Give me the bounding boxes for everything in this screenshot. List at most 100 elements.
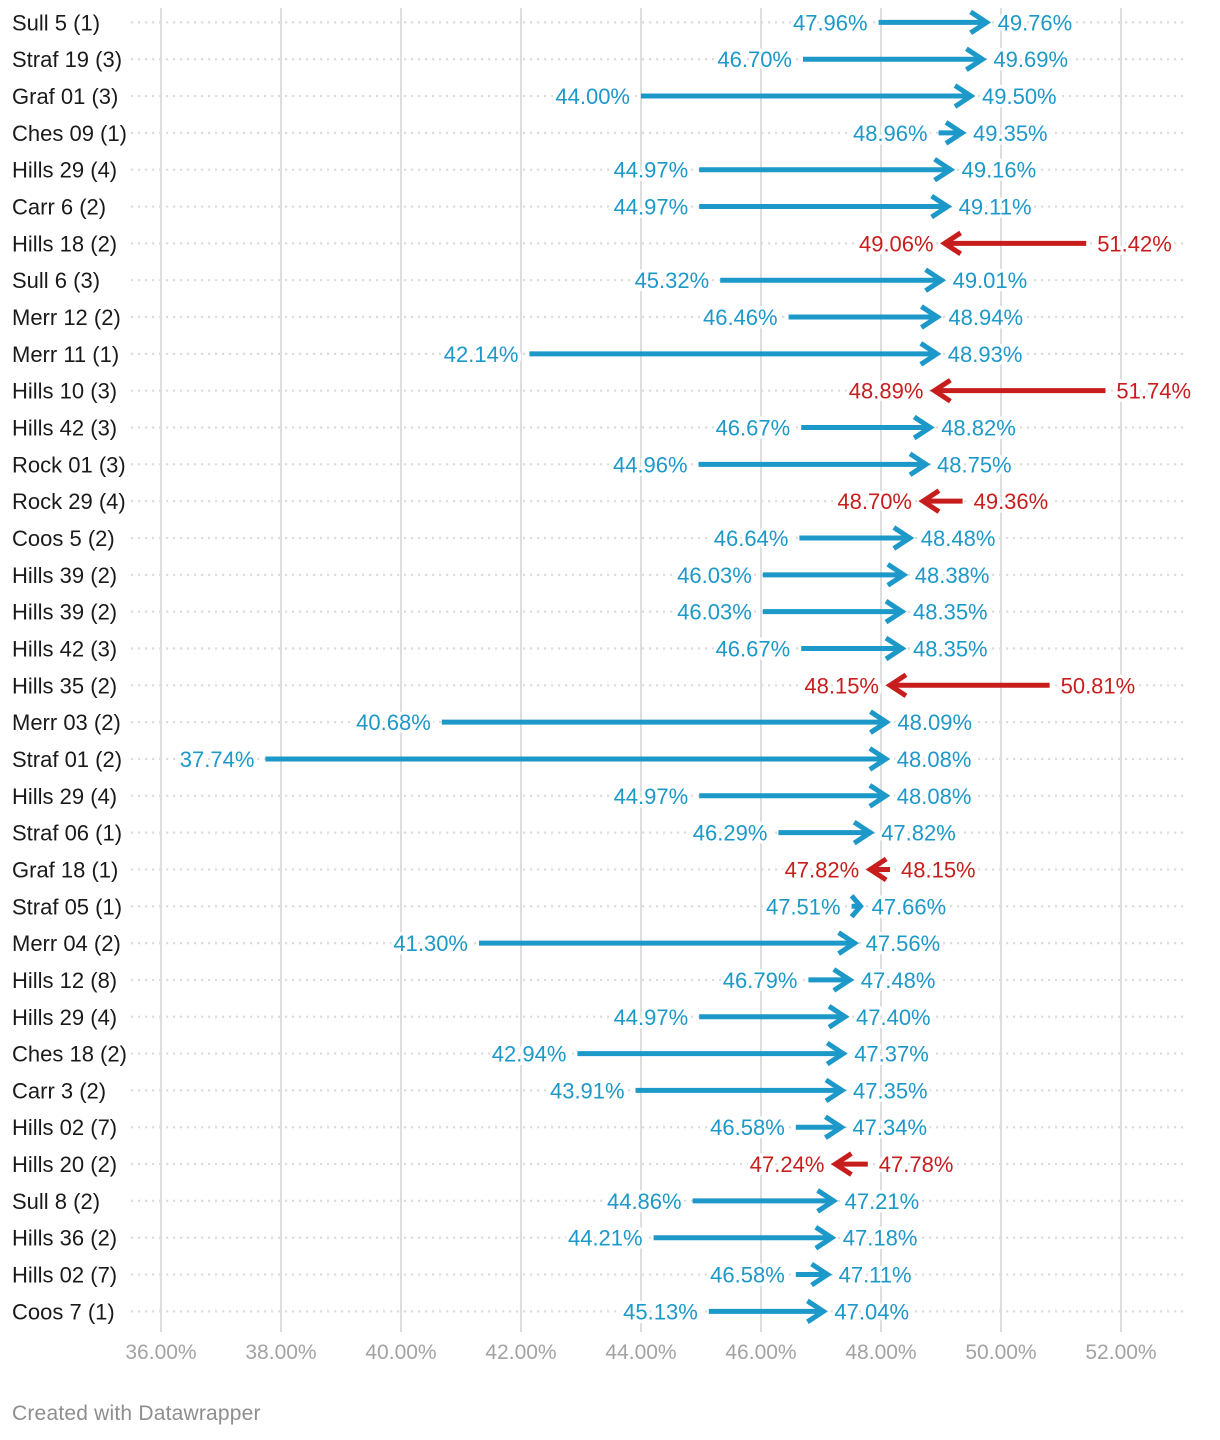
start-value-label: 46.79% xyxy=(723,968,798,993)
chart-row: Hills 29 (4) 44.97% 47.40% xyxy=(12,1001,934,1033)
chart-row: Hills 29 (4) 44.97% 48.08% xyxy=(12,780,975,812)
arrow-head xyxy=(852,820,875,846)
chart-row: Ches 09 (1) 48.96% 49.35% xyxy=(12,117,1051,149)
chart-row: Merr 04 (2) 41.30% 47.56% xyxy=(12,928,944,960)
end-value-label: 48.35% xyxy=(913,600,988,625)
end-value-label: 49.50% xyxy=(982,84,1057,109)
arrow-head xyxy=(825,1040,848,1067)
chart-row: Carr 6 (2) 44.97% 49.11% xyxy=(12,191,1035,223)
x-axis: 36.00% 38.00% 40.00% 42.00% 44.00% 46.00% 48.0… xyxy=(125,1341,1156,1364)
start-value-label: 44.97% xyxy=(614,784,689,809)
start-value-label: 46.67% xyxy=(716,416,791,441)
end-value-label: 48.89% xyxy=(849,379,924,404)
end-value-label: 49.69% xyxy=(993,47,1068,72)
row-label: Straf 01 (2) xyxy=(12,747,122,772)
row-label: Sull 5 (1) xyxy=(12,10,100,35)
start-value-label: 42.94% xyxy=(492,1042,567,1067)
arrow-head xyxy=(965,46,987,72)
end-value-label: 48.75% xyxy=(937,452,1012,477)
chart-row: Straf 05 (1) 47.51% 47.66% xyxy=(12,891,950,923)
start-value-label: 44.86% xyxy=(607,1189,682,1214)
chart-row: Hills 02 (7) 46.58% 47.11% xyxy=(12,1259,915,1291)
row-label: Hills 29 (4) xyxy=(12,1005,117,1030)
x-tick-label: 44.00% xyxy=(605,1341,676,1364)
end-value-label: 47.66% xyxy=(872,894,947,919)
start-value-label: 44.97% xyxy=(614,195,689,220)
row-label: Straf 06 (1) xyxy=(12,821,122,846)
row-label: Rock 29 (4) xyxy=(12,489,126,514)
chart-row: Hills 18 (2) 49.06% 51.42% xyxy=(12,228,1175,260)
x-tick-label: 36.00% xyxy=(125,1341,196,1364)
row-label: Hills 29 (4) xyxy=(12,784,117,809)
chart-row: Hills 20 (2) 47.24% 47.78% xyxy=(12,1149,957,1181)
arrow-head xyxy=(868,783,891,809)
row-label: Hills 29 (4) xyxy=(12,158,117,183)
row-label: Ches 09 (1) xyxy=(12,121,127,146)
row-label: Rock 01 (3) xyxy=(12,452,126,477)
chart-row: Rock 29 (4) 48.70% 49.36% xyxy=(12,486,1052,518)
start-value-label: 46.58% xyxy=(710,1263,785,1288)
start-value-label: 48.15% xyxy=(901,857,976,882)
x-tick-label: 42.00% xyxy=(485,1341,556,1364)
row-label: Carr 3 (2) xyxy=(12,1078,106,1103)
arrow-head xyxy=(918,488,941,514)
start-value-label: 46.70% xyxy=(717,47,792,72)
arrow-head xyxy=(837,930,860,956)
row-label: Merr 12 (2) xyxy=(12,305,121,330)
start-value-label: 46.03% xyxy=(677,563,752,588)
end-value-label: 47.48% xyxy=(861,968,936,993)
chart-row: Merr 12 (2) 46.46% 48.94% xyxy=(12,302,1027,334)
arrow-head xyxy=(865,856,888,883)
arrow-head xyxy=(924,267,947,293)
arrow-head xyxy=(824,1077,847,1104)
end-value-label: 49.76% xyxy=(998,10,1073,35)
end-value-label: 49.16% xyxy=(962,158,1037,183)
start-value-label: 50.81% xyxy=(1061,673,1136,698)
datawrapper-credit: Created with Datawrapper xyxy=(12,1402,261,1425)
row-label: Hills 02 (7) xyxy=(12,1115,117,1140)
row-label: Hills 10 (3) xyxy=(12,379,117,404)
chart-row: Hills 12 (8) 46.79% 47.48% xyxy=(12,964,939,996)
start-value-label: 48.96% xyxy=(853,121,928,146)
end-value-label: 48.82% xyxy=(941,416,1016,441)
end-value-label: 49.01% xyxy=(953,268,1028,293)
chart-row: Sull 6 (3) 45.32% 49.01% xyxy=(12,265,1031,297)
x-tick-label: 52.00% xyxy=(1085,1341,1156,1364)
start-value-label: 44.97% xyxy=(614,1005,689,1030)
chart-row: Hills 42 (3) 46.67% 48.35% xyxy=(12,633,991,665)
row-label: Coos 5 (2) xyxy=(12,526,115,551)
chart-row: Sull 8 (2) 44.86% 47.21% xyxy=(12,1185,923,1217)
end-value-label: 48.70% xyxy=(837,489,912,514)
row-label: Sull 8 (2) xyxy=(12,1189,100,1214)
arrow-head xyxy=(908,451,931,477)
arrow-head xyxy=(929,378,952,404)
row-label: Straf 19 (3) xyxy=(12,47,122,72)
end-value-label: 48.94% xyxy=(948,305,1023,330)
start-value-label: 46.46% xyxy=(703,305,778,330)
start-value-label: 47.51% xyxy=(766,894,841,919)
end-value-label: 48.08% xyxy=(897,784,972,809)
start-value-label: 40.68% xyxy=(356,710,431,735)
row-label: Sull 6 (3) xyxy=(12,268,100,293)
row-label: Hills 36 (2) xyxy=(12,1226,117,1251)
row-label: Hills 35 (2) xyxy=(12,673,117,698)
chart-row: Coos 7 (1) 45.13% 47.04% xyxy=(12,1296,913,1328)
arrow-head xyxy=(884,635,907,662)
row-label: Hills 12 (8) xyxy=(12,968,117,993)
start-value-label: 44.97% xyxy=(614,158,689,183)
start-value-label: 42.14% xyxy=(444,342,519,367)
start-value-label: 45.32% xyxy=(635,268,710,293)
start-value-label: 46.03% xyxy=(677,600,752,625)
chart-row: Straf 01 (2) 37.74% 48.08% xyxy=(12,743,975,775)
x-tick-label: 50.00% xyxy=(965,1341,1036,1364)
end-value-label: 47.56% xyxy=(866,931,941,956)
arrow-head xyxy=(814,1225,837,1251)
arrow-head xyxy=(919,341,942,367)
start-value-label: 51.74% xyxy=(1116,379,1191,404)
chart-rows: Sull 5 (1) 47.96% 49.76% Straf 19 (3) 46.70%… xyxy=(12,7,1195,1328)
arrow-head xyxy=(920,304,942,330)
start-value-label: 44.21% xyxy=(568,1226,643,1251)
end-value-label: 47.82% xyxy=(785,857,860,882)
arrow-head xyxy=(886,562,909,588)
